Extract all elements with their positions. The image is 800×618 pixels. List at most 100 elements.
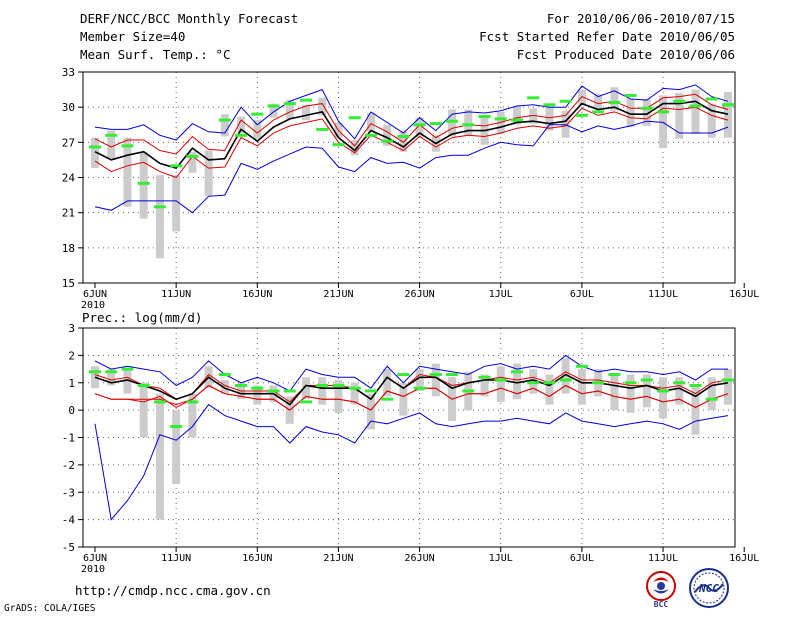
spread-box <box>431 363 440 397</box>
spread-box <box>139 151 148 219</box>
spread-box <box>561 110 570 138</box>
median-tick <box>170 425 183 429</box>
median-tick <box>137 181 150 185</box>
chart-title: DERF/NCC/BCC Monthly Forecast <box>80 11 299 26</box>
median-tick <box>89 370 101 374</box>
spread-box <box>707 103 716 138</box>
median-tick <box>575 364 588 368</box>
spread-box <box>448 109 457 137</box>
y-tick-label: -2 <box>62 459 75 472</box>
spread-box <box>480 374 489 397</box>
spread-box <box>188 393 197 438</box>
spread-box <box>415 117 424 138</box>
spread-box <box>253 385 262 405</box>
median-tick <box>689 383 702 387</box>
plot-frame <box>82 327 736 548</box>
series-line-max <box>94 354 728 392</box>
spread-box <box>659 95 668 149</box>
spread-box <box>188 151 197 173</box>
spread-box <box>220 114 229 137</box>
median-tick <box>592 110 605 114</box>
x-tick-label: 11JUL <box>648 289 678 300</box>
spread-box <box>529 108 538 124</box>
spread-box <box>318 377 327 405</box>
y-tick-label: 18 <box>62 242 75 255</box>
median-tick <box>235 133 248 137</box>
median-tick <box>462 123 475 127</box>
spread-box <box>107 130 116 159</box>
series-line-upper <box>94 93 729 155</box>
median-tick <box>299 98 312 102</box>
spread-box <box>594 94 603 110</box>
spread-box <box>123 137 132 207</box>
x-tick-label: 1JUL <box>489 289 513 300</box>
spread-box <box>366 393 375 430</box>
spread-box <box>155 175 164 259</box>
series-line-red_mid <box>94 384 729 411</box>
median-tick <box>218 118 231 122</box>
y-tick-label: 2 <box>68 349 75 362</box>
median-tick <box>446 373 459 377</box>
median-tick <box>527 96 540 100</box>
y-tick-label: 15 <box>62 277 75 290</box>
median-tick <box>89 145 101 149</box>
median-tick <box>299 400 312 404</box>
spread-box <box>545 107 554 131</box>
median-tick <box>153 400 166 404</box>
median-tick <box>332 143 345 147</box>
spread-box <box>659 377 668 419</box>
median-tick <box>673 99 686 103</box>
spread-box <box>269 103 278 118</box>
median-tick <box>673 381 686 385</box>
y-tick-label: 21 <box>62 207 75 220</box>
median-tick <box>527 381 540 385</box>
series-line-mean <box>94 373 729 406</box>
median-tick <box>251 386 264 390</box>
median-tick <box>364 389 377 393</box>
median-tick <box>494 117 507 121</box>
ncc-logo-text: NCC <box>698 582 719 595</box>
median-tick <box>397 134 410 138</box>
median-tick <box>721 378 734 382</box>
median-tick <box>657 110 670 114</box>
median-tick <box>413 123 426 127</box>
median-tick <box>575 113 588 117</box>
x-year-label: 2010 <box>81 300 105 311</box>
median-tick <box>364 133 377 137</box>
spread-box <box>301 377 310 400</box>
median-tick <box>267 389 280 393</box>
median-tick <box>640 378 653 382</box>
median-tick <box>153 205 166 209</box>
spread-box <box>172 175 181 232</box>
median-tick <box>235 383 248 387</box>
spread-box <box>253 120 262 139</box>
median-tick <box>413 386 426 390</box>
spread-box <box>237 116 246 133</box>
y-tick-label: 33 <box>62 66 75 79</box>
spread-box <box>464 109 473 136</box>
median-tick <box>478 375 491 379</box>
median-tick <box>429 373 442 377</box>
x-tick-label: 6JUN <box>83 289 107 300</box>
median-tick <box>446 119 459 123</box>
x-tick-label: 26JUN <box>405 553 435 564</box>
prec-variable-label: Prec.: log(mm/d) <box>82 310 202 325</box>
source-url[interactable]: http://cmdp.ncc.cma.gov.cn <box>75 583 271 598</box>
forecast-period: For 2010/06/06-2010/07/15 <box>546 11 735 26</box>
spread-box <box>707 377 716 411</box>
x-tick-label: 16JUN <box>242 553 272 564</box>
y-tick-label: 3 <box>68 322 75 335</box>
y-tick-label: 24 <box>62 172 76 185</box>
series-line-lower <box>94 106 729 179</box>
y-tick-label: -1 <box>62 432 75 445</box>
spread-box <box>691 385 700 435</box>
spread-box <box>610 87 619 111</box>
x-tick-label: 16JUL <box>729 553 759 564</box>
median-tick <box>624 381 637 385</box>
spread-box <box>399 130 408 152</box>
median-tick <box>137 383 150 387</box>
variable-label-temp: Mean Surf. Temp.: °C <box>80 47 231 62</box>
x-tick-label: 6JUL <box>570 553 594 564</box>
spread-box <box>610 374 619 411</box>
